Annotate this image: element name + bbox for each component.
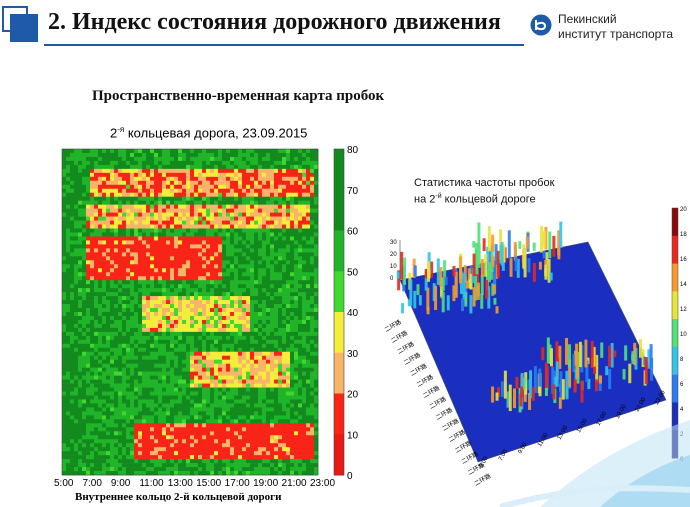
surface-colorbar-segment (672, 402, 678, 431)
surface-road-label: 二环路 (447, 428, 467, 444)
surface-road-label: 二环路 (460, 450, 480, 466)
heatmap-colorbar-segment (334, 312, 344, 354)
surface-z-tick: 20 (390, 252, 397, 258)
surface-title-line1: Статистика частоты пробок (414, 177, 555, 189)
surface-title: Статистика частоты пробок на 2-й кольцев… (414, 177, 554, 207)
heatmap-title-sup: -я (117, 125, 125, 134)
surface-road-label: 二环路 (402, 351, 422, 367)
heatmap-x-tick: 19:00 (253, 478, 278, 489)
surface-colorbar-segment (672, 235, 678, 265)
surface-road-label: 二环路 (396, 340, 416, 356)
surface-road-label: 二环路 (434, 406, 454, 422)
surface-road-label: 二环路 (389, 329, 409, 345)
surface-z-tick: 0 (390, 276, 394, 282)
surface-road-label: 二环路 (421, 384, 441, 400)
surface-time-tick: 7:00 (498, 448, 509, 462)
surface-road-label: 二环路 (453, 439, 473, 455)
corner-square-filled (10, 14, 38, 42)
heatmap-x-tick: 15:00 (196, 478, 221, 489)
heatmap-colorbar-tick: 70 (347, 186, 359, 197)
heatmap-title: 2-я кольцевая дорога, 23.09.2015 (110, 125, 307, 140)
heatmap-x-tick: 23:00 (310, 478, 335, 489)
heatmap-colorbar-segment (334, 271, 344, 313)
surface-z-axis: 30 20 10 0 (390, 240, 401, 282)
heatmap-colorbar-segment (334, 393, 344, 435)
surface-colorbar-tick: 18 (680, 232, 687, 238)
heatmap-caption: Внутреннее кольцо 2-й кольцевой дороги (75, 491, 282, 503)
heatmap-colorbar: 80 70 60 50 40 30 20 10 0 (333, 145, 359, 482)
heatmap-colorbar-tick: 20 (347, 390, 359, 401)
surface-time-tick: 9:00 (518, 441, 529, 455)
surface-colorbar-tick: 16 (680, 257, 687, 263)
surface-colorbar-segment (672, 346, 678, 376)
surface-road-label: 二环路 (441, 417, 461, 433)
surface-title-line2: на 2-й кольцевой дороге (414, 190, 554, 207)
surface-colorbar-tick: 0 (680, 457, 684, 463)
heatmap-title-rest: кольцевая дорога, 23.09.2015 (124, 125, 308, 141)
heatmap-x-tick: 7:00 (82, 478, 102, 489)
heatmap-x-tick: 17:00 (225, 478, 250, 489)
surface-road-label: 二环路 (428, 395, 448, 411)
institute-name-line1: Пекинский (558, 12, 617, 26)
heatmap-colorbar-tick: 50 (347, 267, 359, 278)
heatmap-cells (62, 149, 319, 476)
heatmap-colorbar-segment (334, 352, 344, 394)
surface-title-line2-prefix: на 2 (414, 193, 436, 206)
heatmap-colorbar-tick: 30 (347, 349, 359, 360)
heatmap-colorbar-segment (334, 189, 344, 231)
surface-colorbar-segment (672, 291, 678, 320)
heatmap-colorbar-segment (334, 149, 344, 191)
heatmap-x-axis: 5:00 7:00 9:00 11:00 13:00 15:00 17:00 19:00 21:… (54, 478, 335, 489)
heatmap-title-prefix: 2 (110, 125, 118, 141)
surface-colorbar-tick: 2 (680, 432, 684, 438)
surface-road-label: 二环路 (473, 472, 493, 488)
heatmap-colorbar-tick: 0 (347, 471, 353, 482)
heatmap-x-tick: 21:00 (282, 478, 307, 489)
beijing-transport-institute-logo-icon (530, 14, 552, 36)
surface-colorbar-segment (672, 263, 678, 292)
surface-colorbar-tick: 4 (680, 407, 684, 413)
surface-colorbar-tick: 12 (680, 307, 687, 313)
heatmap-colorbar-tick: 10 (347, 430, 359, 441)
surface-colorbar-segment (672, 208, 678, 237)
surface-colorbar-tick: 10 (680, 332, 687, 338)
congestion-heatmap: 5:00 7:00 9:00 11:00 13:00 15:00 17:00 19:00 21:… (54, 145, 359, 489)
title-underline (44, 44, 524, 46)
heatmap-frame (61, 148, 319, 476)
heatmap-colorbar-tick: 40 (347, 308, 359, 319)
heatmap-x-tick: 9:00 (111, 478, 131, 489)
surface-colorbar-tick: 14 (680, 282, 687, 288)
surface-road-label: 二环路 (415, 373, 435, 389)
surface-colorbar-tick: 6 (680, 382, 684, 388)
heatmap-colorbar-segment (334, 434, 344, 476)
section-subtitle: Пространственно-временная карта пробок (92, 88, 385, 104)
surface-time-tick: 5:00 (479, 455, 490, 469)
heatmap-x-tick: 5:00 (54, 478, 74, 489)
heatmap-x-tick: 13:00 (168, 478, 193, 489)
heatmap-colorbar-tick: 60 (347, 227, 359, 238)
surface-z-tick: 10 (390, 264, 397, 270)
surface-colorbar-segment (672, 374, 678, 403)
surface-colorbar-segment (672, 430, 678, 459)
surface-colorbar-segment (672, 319, 678, 348)
surface-colorbar-tick: 20 (680, 207, 687, 213)
heatmap-x-tick: 11:00 (139, 478, 164, 489)
institute-name-line2: институт транспорта (558, 27, 674, 41)
surface-colorbar-tick: 8 (680, 357, 684, 363)
surface-peaks (396, 221, 654, 413)
surface-title-line2-sup: -й (435, 193, 442, 200)
heatmap-colorbar-tick: 80 (347, 145, 359, 156)
surface-title-line2-rest: кольцевой дороге (441, 193, 536, 206)
surface-road-label: 二环路 (383, 318, 403, 334)
institute-name: Пекинский институт транспорта (558, 12, 673, 42)
slide-title: 2. Индекс состояния дорожного движения (48, 9, 501, 35)
surface-z-tick: 30 (390, 240, 397, 246)
surface-road-label: 二环路 (409, 362, 429, 378)
heatmap-colorbar-segment (334, 230, 344, 272)
